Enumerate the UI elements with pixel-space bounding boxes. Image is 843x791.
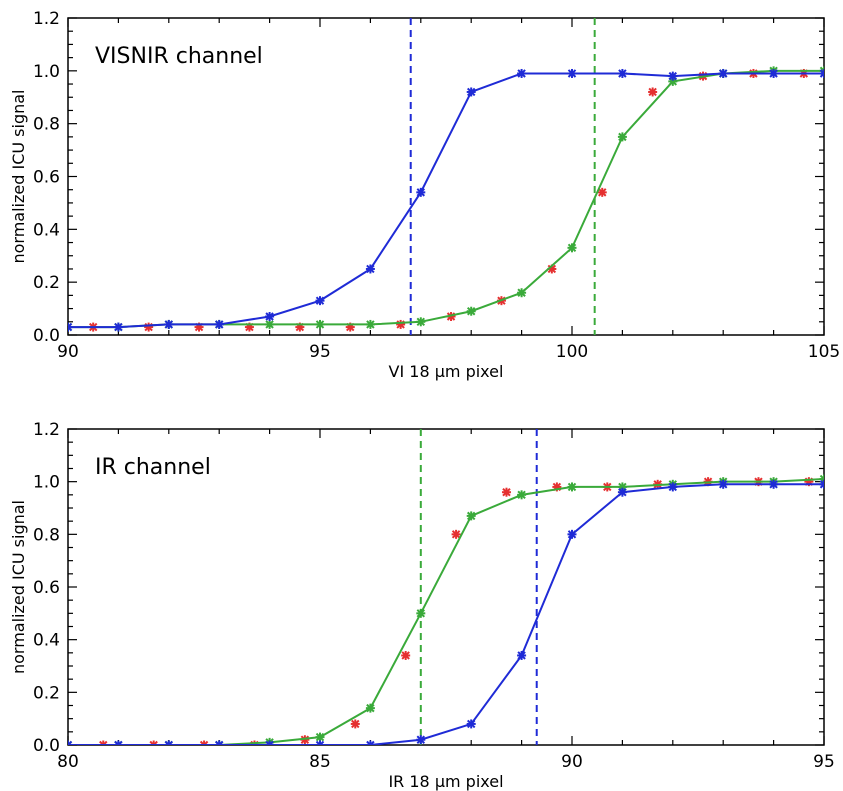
data-point-blue	[265, 740, 275, 745]
chart-panel-2: 80 85 90 95 0.0 0.2 0.4 0.6 0.8 1.0 1.2 IR 18 μm pi…	[9, 420, 835, 791]
data-point-blue	[68, 740, 73, 745]
data-point-blue	[164, 740, 174, 745]
y-tick-label: 1.0	[33, 62, 60, 82]
data-point-red	[501, 487, 511, 497]
data-point-blue	[113, 740, 123, 745]
channel-annotation: IR channel	[95, 455, 211, 480]
data-point-blue	[567, 68, 577, 78]
data-point-green	[617, 132, 627, 142]
data-point-blue	[265, 312, 275, 322]
x-axis-label: VI 18 μm pixel	[389, 362, 504, 381]
y-axis-label: normalized ICU signal	[9, 500, 28, 674]
data-point-green	[567, 243, 577, 253]
data-point-red	[350, 719, 360, 729]
y-tick-label: 0.6	[33, 168, 60, 188]
data-point-blue	[517, 650, 527, 660]
data-point-blue	[819, 68, 824, 78]
data-point-blue	[214, 740, 224, 745]
x-tick-label: 95	[309, 342, 331, 362]
data-point-blue	[164, 319, 174, 329]
data-point-green	[416, 317, 426, 327]
x-tick-label: 95	[813, 752, 835, 772]
data-point-red	[149, 740, 159, 745]
y-tick-label: 1.0	[33, 473, 60, 493]
data-point-blue	[315, 296, 325, 306]
series-line-blue	[68, 483, 824, 745]
data-point-blue	[68, 322, 73, 332]
data-point-blue	[718, 68, 728, 78]
y-tick-label: 1.2	[33, 420, 60, 440]
x-tick-label: 90	[561, 752, 583, 772]
y-tick-label: 1.2	[33, 9, 60, 29]
data-point-blue	[466, 719, 476, 729]
series-line-green	[68, 478, 824, 745]
data-point-blue	[567, 529, 577, 539]
data-point-green	[416, 608, 426, 618]
data-point-green	[265, 319, 275, 329]
data-point-blue	[668, 71, 678, 81]
data-point-blue	[617, 68, 627, 78]
data-point-green	[466, 306, 476, 316]
data-layer	[68, 429, 824, 745]
data-point-green	[567, 482, 577, 492]
data-point-blue	[517, 68, 527, 78]
y-tick-label: 0.2	[33, 273, 60, 293]
data-point-blue	[365, 264, 375, 274]
y-tick-label: 0.4	[33, 631, 60, 651]
y-tick-label: 0.4	[33, 220, 60, 240]
data-point-blue	[416, 735, 426, 745]
data-point-green	[365, 319, 375, 329]
series-line-blue	[68, 72, 824, 329]
data-point-blue	[769, 68, 779, 78]
channel-annotation: VISNIR channel	[95, 44, 263, 69]
data-point-blue	[668, 482, 678, 492]
data-point-red	[144, 322, 154, 332]
y-axis-label: normalized ICU signal	[9, 89, 28, 263]
y-tick-label: 0.0	[33, 736, 60, 756]
data-point-red	[300, 735, 310, 745]
data-point-green	[365, 703, 375, 713]
data-point-red	[401, 650, 411, 660]
data-point-red	[98, 740, 108, 745]
data-point-green	[466, 511, 476, 521]
y-tick-label: 0.6	[33, 578, 60, 598]
x-tick-label: 105	[808, 342, 840, 362]
data-point-blue	[416, 187, 426, 197]
data-point-green	[517, 490, 527, 500]
y-tick-label: 0.8	[33, 525, 60, 545]
data-point-red	[597, 187, 607, 197]
y-tick-label: 0.2	[33, 683, 60, 703]
y-tick-label: 0.8	[33, 115, 60, 135]
data-point-red	[396, 319, 406, 329]
x-tick-label: 100	[556, 342, 588, 362]
data-point-blue	[113, 322, 123, 332]
data-point-red	[451, 529, 461, 539]
data-point-red	[199, 740, 209, 745]
data-point-red	[648, 87, 658, 97]
series-line-green	[68, 69, 824, 329]
data-point-blue	[214, 319, 224, 329]
y-tick-label: 0.0	[33, 326, 60, 346]
data-point-green	[315, 319, 325, 329]
data-point-blue	[315, 740, 325, 745]
x-tick-label: 80	[57, 752, 79, 772]
chart-panel-1: 90 95 100 105 0.0 0.2 0.4 0.6 0.8 1.0 1.2 VI 18 μm …	[9, 9, 840, 381]
data-point-blue	[769, 479, 779, 489]
data-point-blue	[718, 479, 728, 489]
data-point-blue	[466, 87, 476, 97]
data-point-green	[315, 732, 325, 742]
data-point-blue	[819, 479, 824, 489]
x-axis-label: IR 18 μm pixel	[388, 772, 503, 791]
data-point-blue	[617, 487, 627, 497]
data-layer	[68, 18, 824, 335]
data-point-green	[517, 288, 527, 298]
x-tick-label: 85	[309, 752, 331, 772]
data-point-blue	[365, 740, 375, 745]
x-tick-label: 90	[57, 342, 79, 362]
